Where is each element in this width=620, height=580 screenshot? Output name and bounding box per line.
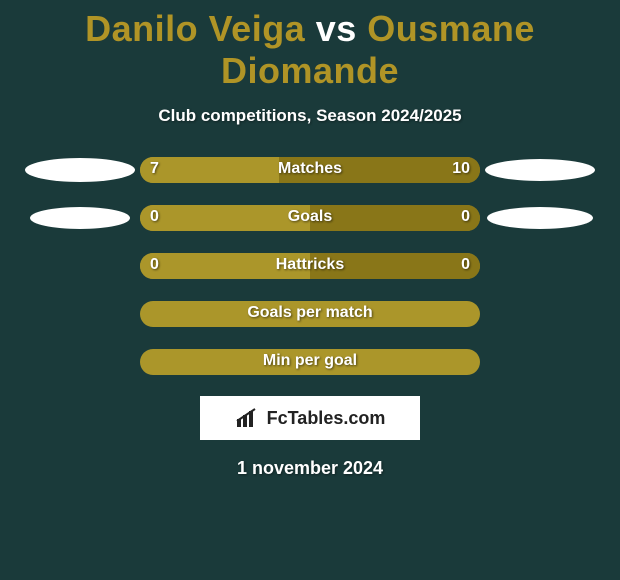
stat-label: Min per goal	[140, 352, 480, 370]
left-value: 0	[150, 256, 159, 274]
right-value: 0	[461, 208, 470, 226]
comparison-rows: Matches710Goals00Hattricks00Goals per ma…	[0, 156, 620, 376]
comparison-row: Matches7 10	[0, 156, 620, 184]
page-title: Danilo Veiga vs Ousmane Diomande	[0, 0, 620, 92]
vs-separator: vs	[316, 8, 357, 49]
comparison-row: Goals per match	[0, 300, 620, 328]
date-label: 1 november 2024	[0, 458, 620, 479]
comparison-row: Goals0 0	[0, 204, 620, 232]
right-value: 10	[452, 160, 470, 178]
right-side	[480, 207, 600, 229]
logo-text: FcTables.com	[267, 408, 386, 429]
stat-label: Goals per match	[140, 304, 480, 322]
right-side	[480, 159, 600, 181]
left-ellipse	[25, 158, 135, 182]
left-value: 0	[150, 208, 159, 226]
stat-label: Matches	[140, 160, 480, 178]
left-side	[20, 207, 140, 229]
right-value: 0	[461, 256, 470, 274]
comparison-row: Min per goal	[0, 348, 620, 376]
subtitle: Club competitions, Season 2024/2025	[0, 106, 620, 126]
left-value: 7	[150, 160, 159, 178]
stat-label: Goals	[140, 208, 480, 226]
left-side	[20, 158, 140, 182]
chart-icon	[235, 407, 261, 429]
player1-name: Danilo Veiga	[85, 8, 305, 49]
stat-bar: Min per goal	[140, 349, 480, 375]
stat-label: Hattricks	[140, 256, 480, 274]
stat-bar: Matches7 10	[140, 157, 480, 183]
left-ellipse	[30, 207, 130, 229]
comparison-row: Hattricks0 0	[0, 252, 620, 280]
right-ellipse	[487, 207, 593, 229]
fctables-logo: FcTables.com	[200, 396, 420, 440]
stat-bar: Hattricks0 0	[140, 253, 480, 279]
stat-bar: Goals per match	[140, 301, 480, 327]
right-ellipse	[485, 159, 595, 181]
stat-bar: Goals0 0	[140, 205, 480, 231]
